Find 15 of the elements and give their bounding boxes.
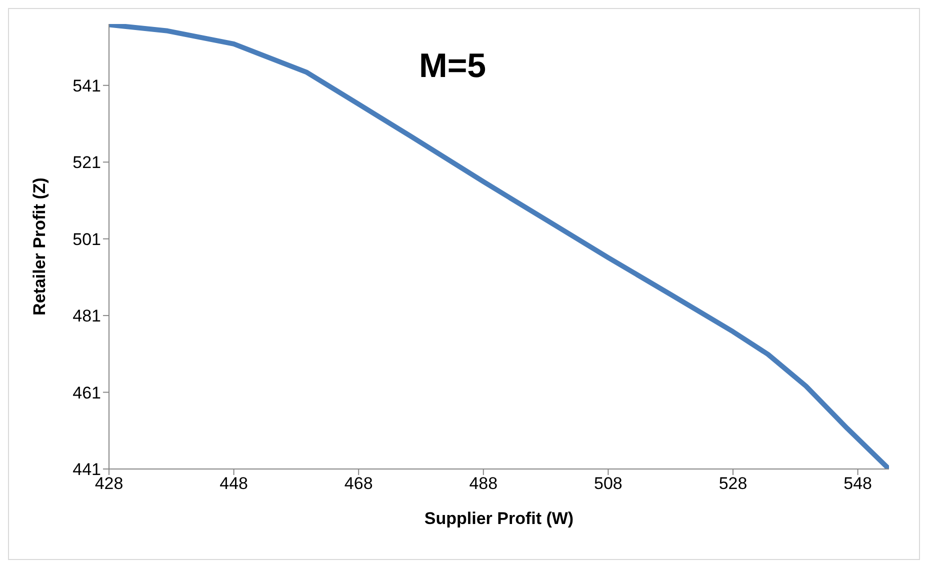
- x-tick-label: 528: [718, 474, 748, 494]
- y-tick-label: 501: [72, 230, 101, 249]
- y-tick-label: 461: [72, 383, 101, 402]
- x-tick-label: 468: [344, 474, 373, 494]
- text: M=5: [419, 47, 486, 86]
- x-axis-title: Supplier Profit (W): [424, 509, 574, 528]
- x-tick-label: 508: [594, 474, 622, 494]
- x-tick-label: 448: [220, 474, 248, 494]
- x-tick-label: 548: [844, 474, 872, 494]
- y-axis-title: Retailer Profit (Z): [30, 178, 50, 316]
- y-tick-label: 481: [72, 306, 101, 326]
- x-tick-label: 488: [469, 474, 498, 494]
- y-tick-label: 521: [72, 153, 101, 172]
- x-tick-label: 428: [94, 474, 124, 494]
- y-tick-label: 541: [72, 76, 101, 96]
